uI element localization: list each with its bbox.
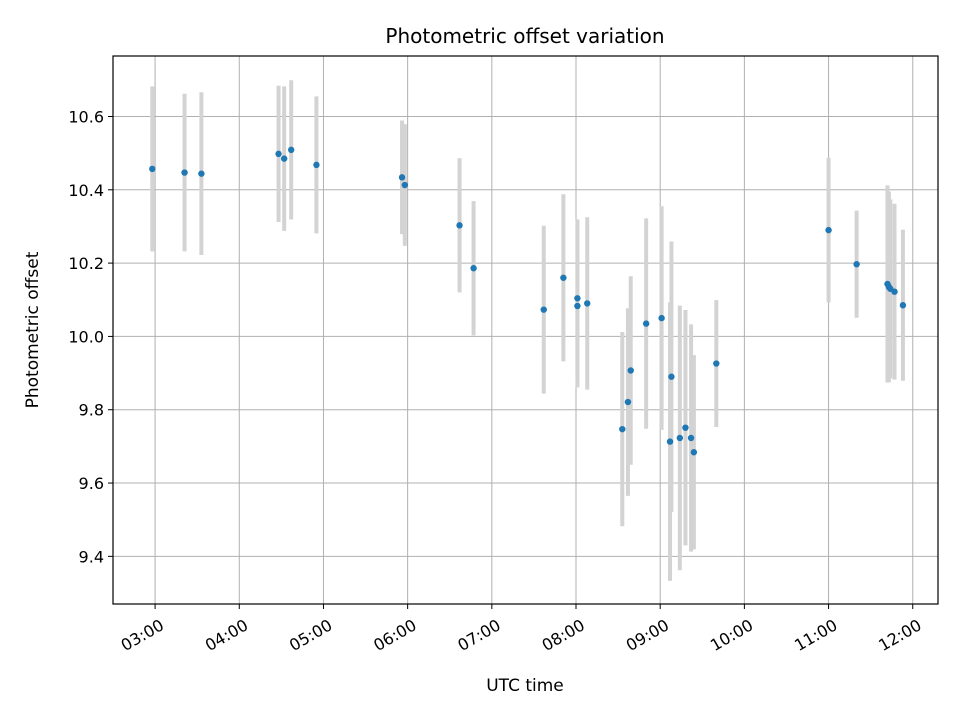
data-point bbox=[825, 226, 832, 234]
plot-frame bbox=[112, 55, 939, 605]
data-point bbox=[280, 155, 288, 162]
data-point bbox=[627, 367, 634, 374]
data-point bbox=[398, 174, 406, 181]
data-point bbox=[690, 449, 698, 456]
data-point bbox=[149, 165, 156, 173]
data-point bbox=[642, 320, 650, 327]
data-point bbox=[313, 161, 320, 169]
data-point bbox=[853, 261, 860, 268]
chart-title: Photometric offset variation bbox=[385, 24, 664, 48]
y-tick-label: 9.4 bbox=[79, 547, 104, 566]
data-point bbox=[687, 434, 695, 442]
y-tick-label: 9.8 bbox=[79, 401, 104, 420]
data-point bbox=[666, 438, 674, 445]
y-tick-label: 10.0 bbox=[68, 327, 104, 346]
data-point bbox=[676, 434, 684, 442]
data-point bbox=[584, 300, 591, 307]
y-tick-label: 10.4 bbox=[68, 181, 104, 200]
data-point bbox=[198, 170, 205, 177]
data-point bbox=[624, 398, 632, 406]
data-point bbox=[619, 425, 626, 433]
data-point bbox=[713, 360, 720, 367]
data-point bbox=[540, 306, 547, 313]
y-tick-label: 9.6 bbox=[79, 474, 104, 493]
data-point bbox=[560, 274, 567, 281]
data-point bbox=[668, 373, 675, 380]
data-point bbox=[899, 302, 907, 309]
y-tick-label: 10.6 bbox=[68, 107, 104, 126]
data-point bbox=[287, 146, 295, 154]
data-point bbox=[456, 222, 463, 229]
data-point bbox=[574, 295, 581, 302]
data-point bbox=[891, 288, 898, 295]
y-axis-label: Photometric offset bbox=[23, 251, 43, 408]
data-point bbox=[574, 302, 581, 310]
data-points bbox=[149, 146, 907, 456]
y-tick-label: 10.2 bbox=[68, 254, 104, 273]
data-point bbox=[682, 424, 689, 431]
data-point bbox=[275, 150, 282, 158]
data-point bbox=[181, 169, 188, 176]
data-point bbox=[658, 314, 665, 322]
data-point bbox=[401, 181, 409, 189]
data-point bbox=[470, 265, 477, 272]
x-axis-label: UTC time bbox=[486, 676, 564, 696]
y-axis: 9.4 9.6 9.8 10.0 10.2 10.4 10.6 bbox=[68, 107, 113, 566]
